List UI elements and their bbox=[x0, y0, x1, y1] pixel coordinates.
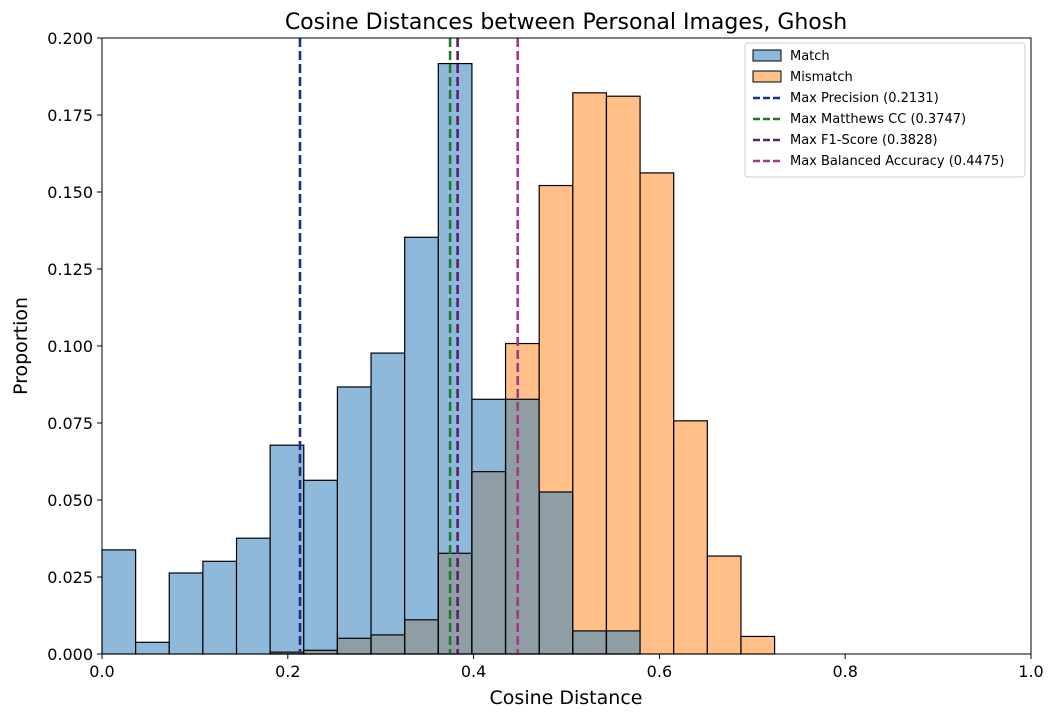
y-tick-label: 0.075 bbox=[47, 414, 93, 433]
legend-label: Max F1-Score (0.3828) bbox=[790, 133, 938, 148]
threshold-lines-layer bbox=[298, 38, 520, 654]
legend-label: Max Precision (0.2131) bbox=[790, 91, 939, 106]
match-bar bbox=[337, 386, 372, 654]
bars-layer bbox=[101, 62, 776, 655]
overlap-bar bbox=[371, 634, 405, 654]
x-axis-label: Cosine Distance bbox=[490, 687, 643, 709]
x-tick-label: 0.4 bbox=[461, 662, 486, 681]
overlap-bar bbox=[438, 553, 472, 654]
axis-ticks-layer: 0.0 0.2 0.4 0.6 0.8 1.0 0.000 0.025 0.050 0.075 0.… bbox=[47, 29, 1044, 681]
match-bar bbox=[404, 237, 439, 654]
x-tick-label: 1.0 bbox=[1018, 662, 1043, 681]
y-tick-label: 0.125 bbox=[47, 260, 93, 279]
overlap-bar bbox=[337, 638, 372, 654]
match-bar bbox=[202, 561, 237, 654]
overlap-bar bbox=[404, 619, 439, 654]
y-tick-label: 0.150 bbox=[47, 183, 93, 202]
match-bar bbox=[135, 642, 170, 654]
y-tick-label: 0.175 bbox=[47, 106, 93, 125]
match-bar bbox=[303, 480, 338, 654]
y-tick-label: 0.050 bbox=[47, 491, 93, 510]
x-tick-label: 0.2 bbox=[275, 662, 300, 681]
y-axis-label: Proportion bbox=[10, 297, 32, 395]
y-tick-label: 0.000 bbox=[47, 645, 93, 664]
mismatch-bar bbox=[673, 420, 708, 654]
legend-label: Max Balanced Accuracy (0.4475) bbox=[790, 154, 1004, 169]
overlap-bar bbox=[471, 471, 506, 654]
overlap-bar bbox=[539, 491, 573, 654]
mismatch-bar bbox=[572, 92, 607, 655]
x-tick-label: 0.8 bbox=[832, 662, 857, 681]
match-bar bbox=[169, 572, 203, 654]
mismatch-bar bbox=[740, 636, 775, 654]
match-bar bbox=[102, 549, 136, 654]
chart-legend: Match Mismatch Max Precision (0.2131) Max M… bbox=[744, 42, 1026, 178]
overlap-bar bbox=[505, 399, 540, 654]
y-tick-label: 0.100 bbox=[47, 337, 93, 356]
x-tick-label: 0.6 bbox=[647, 662, 672, 681]
overlap-bar bbox=[572, 630, 607, 654]
legend-box bbox=[744, 42, 1026, 178]
y-tick-label: 0.200 bbox=[47, 29, 93, 48]
overlap-bar bbox=[606, 630, 641, 654]
legend-label: Max Matthews CC (0.3747) bbox=[790, 112, 966, 127]
overlap-bar bbox=[270, 652, 304, 654]
legend-label: Match bbox=[790, 49, 830, 64]
legend-swatch-mismatch bbox=[752, 70, 782, 83]
legend-swatch-match bbox=[752, 49, 782, 62]
legend-label: Mismatch bbox=[790, 70, 853, 85]
overlap-bar bbox=[303, 650, 338, 654]
match-bar bbox=[270, 445, 304, 654]
mismatch-bar bbox=[707, 556, 741, 654]
y-tick-label: 0.025 bbox=[47, 568, 93, 587]
chart-title: Cosine Distances between Personal Images… bbox=[285, 10, 847, 35]
x-tick-label: 0.0 bbox=[89, 662, 114, 681]
mismatch-bar bbox=[640, 172, 674, 655]
mismatch-bar bbox=[606, 96, 641, 655]
match-bar bbox=[371, 353, 405, 654]
match-bar bbox=[236, 538, 271, 654]
